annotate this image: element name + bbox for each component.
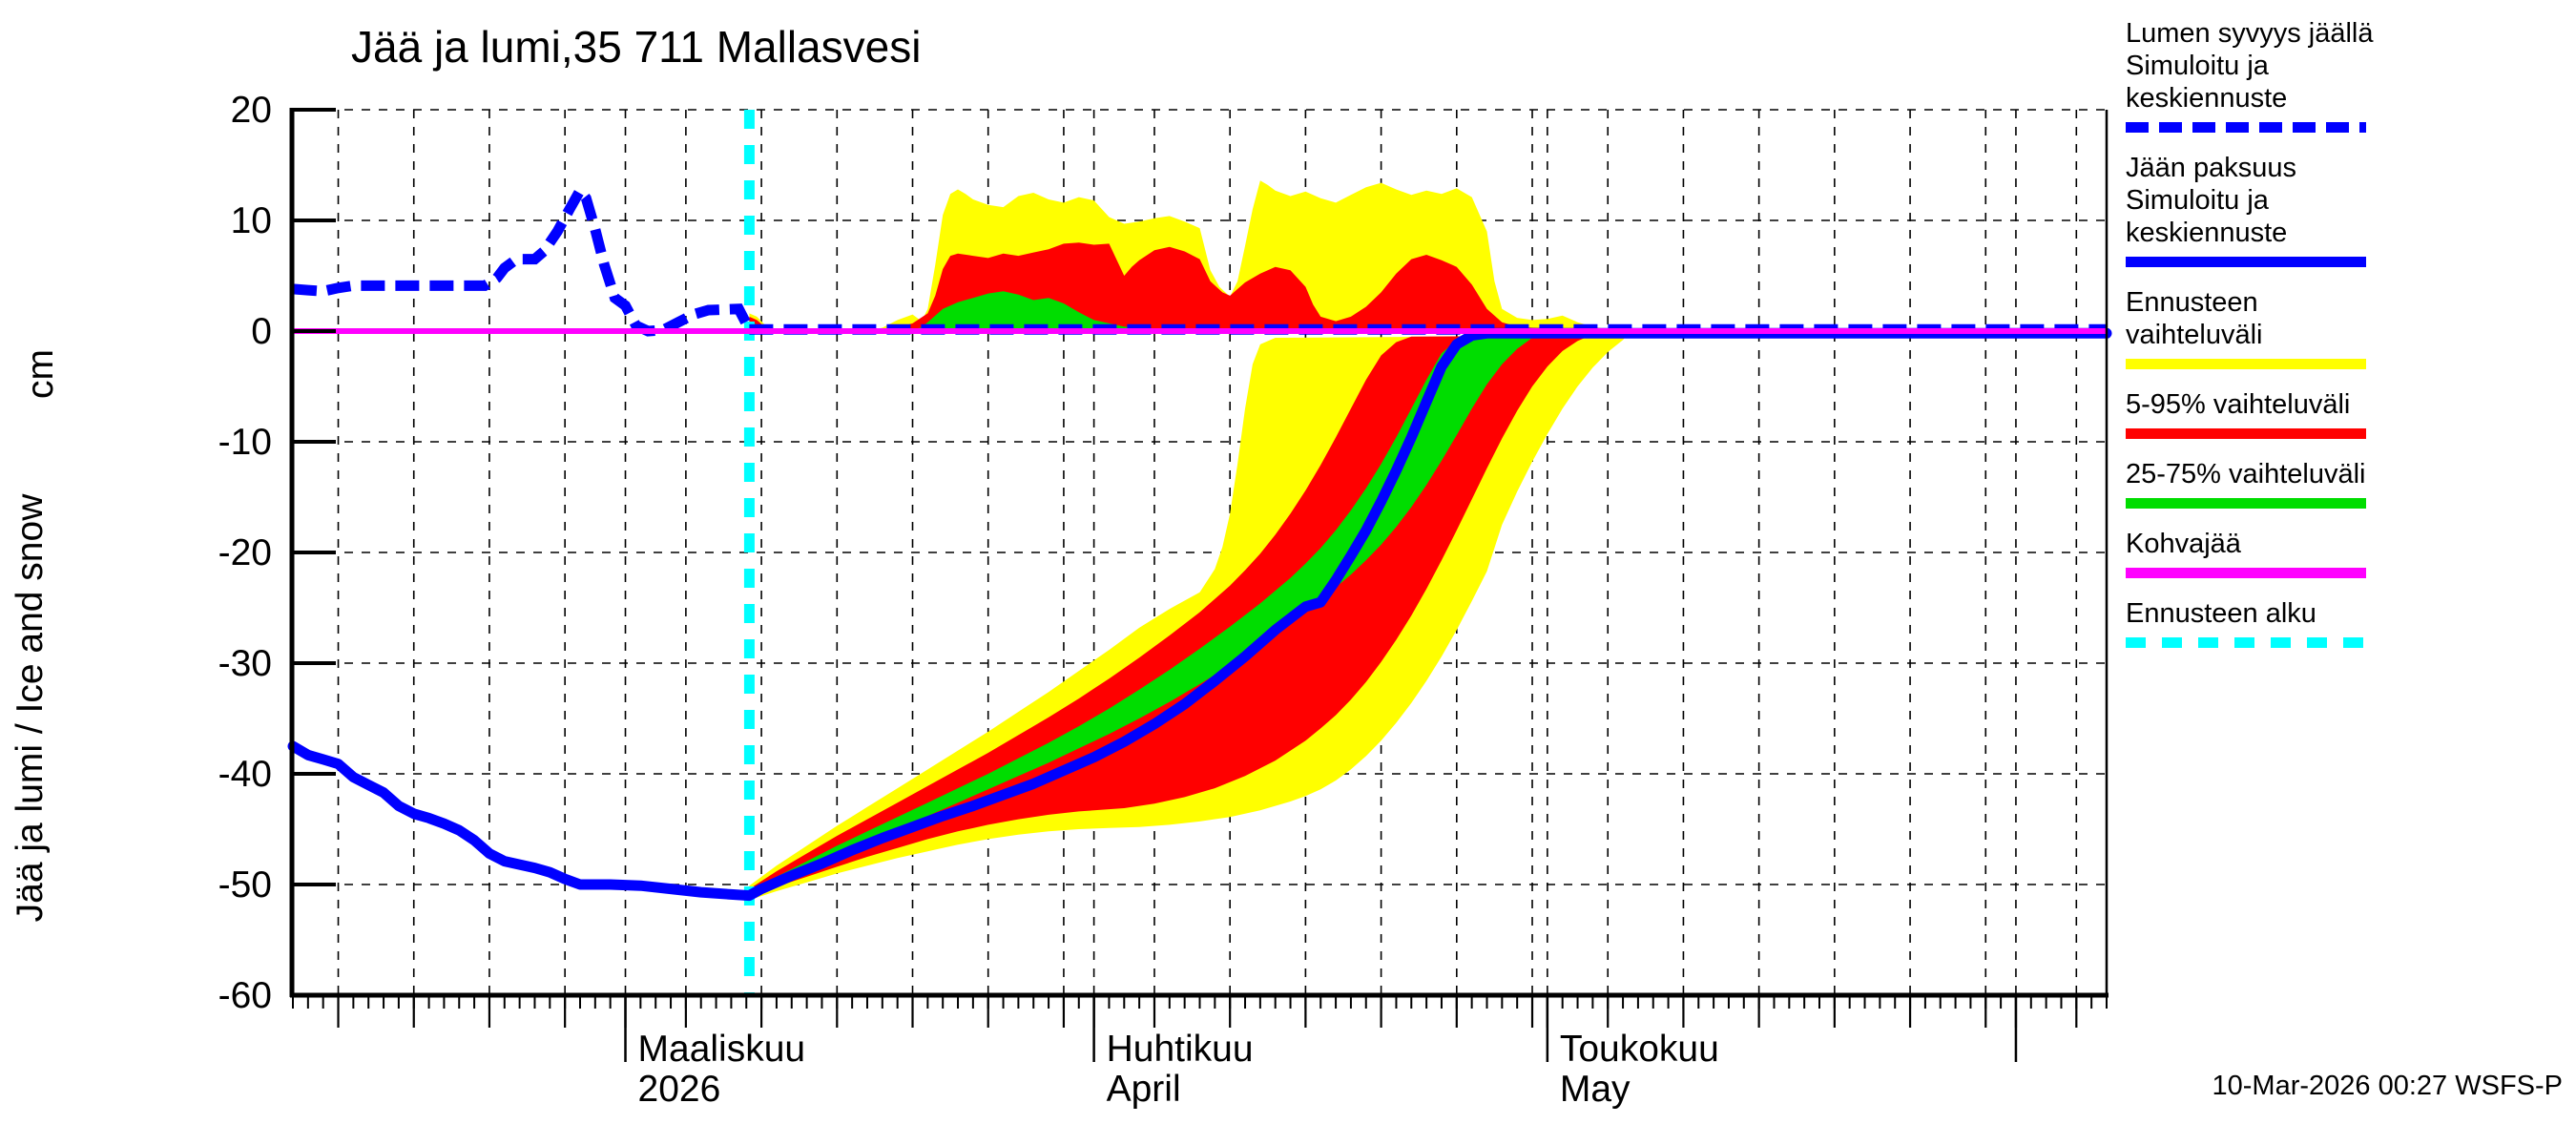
legend-item-label: 5-95% vaihteluväli xyxy=(2126,389,2351,420)
legend-item-label: Kohvajää xyxy=(2126,529,2241,559)
legend-swatch-yellow-solid xyxy=(2126,359,2366,369)
y-tick-label: -30 xyxy=(218,643,272,684)
legend-swatch-red-solid xyxy=(2126,428,2366,439)
legend-swatch-magenta-solid xyxy=(2126,568,2366,578)
y-tick-label: -20 xyxy=(218,532,272,573)
y-axis-unit-label: cm xyxy=(20,349,61,399)
legend-item: Ennusteen alku xyxy=(2126,597,2383,648)
legend-item-label: Ennusteen vaihteluväli xyxy=(2126,287,2263,350)
legend-item: 25-75% vaihteluväli xyxy=(2126,458,2383,509)
y-axis-label: Jää ja lumi / Ice and snow xyxy=(10,493,51,923)
legend-item-label: Simuloitu ja keskiennuste xyxy=(2126,51,2288,114)
legend-swatch-blue-solid xyxy=(2126,257,2366,267)
y-tick-label: -50 xyxy=(218,864,272,906)
band-ice_25_75_green xyxy=(749,331,1540,896)
month-sublabel: April xyxy=(1107,1069,1181,1110)
y-tick-label: -60 xyxy=(218,975,272,1016)
month-sublabel: 2026 xyxy=(638,1069,721,1110)
legend-item-label: Jään paksuus xyxy=(2126,153,2296,183)
legend-item: Jään paksuus Simuloitu ja keskiennuste xyxy=(2126,152,2383,267)
legend-item: 5-95% vaihteluväli xyxy=(2126,388,2383,439)
legend-item-label: 25-75% vaihteluväli xyxy=(2126,459,2366,489)
legend: Lumen syvyys jäällä Simuloitu ja keskienn… xyxy=(2126,17,2383,667)
y-tick-label: -40 xyxy=(218,754,272,795)
month-sublabel: May xyxy=(1560,1069,1631,1110)
legend-item-label: Ennusteen alku xyxy=(2126,598,2316,629)
ice-thickness-line xyxy=(287,327,2112,902)
chart-title: Jää ja lumi,35 711 Mallasvesi xyxy=(351,22,922,72)
month-label: Huhtikuu xyxy=(1107,1029,1254,1070)
y-tick-label: 10 xyxy=(231,200,272,241)
datestamp: 10-Mar-2026 00:27 WSFS-P xyxy=(2212,1071,2563,1101)
legend-item: Ennusteen vaihteluväli xyxy=(2126,286,2383,369)
legend-item-label: Lumen syvyys jäällä xyxy=(2126,18,2374,49)
legend-swatch-cyan-dashed xyxy=(2126,637,2366,648)
legend-swatch-green-solid xyxy=(2126,498,2366,509)
legend-item-label: Simuloitu ja keskiennuste xyxy=(2126,185,2288,248)
y-tick-label: 20 xyxy=(231,90,272,131)
snow-depth-line xyxy=(292,180,755,337)
month-label: Maaliskuu xyxy=(638,1029,806,1070)
y-tick-label: 0 xyxy=(251,311,272,352)
legend-item: Kohvajää xyxy=(2126,528,2383,578)
legend-item: Lumen syvyys jäällä Simuloitu ja keskienn… xyxy=(2126,17,2383,133)
legend-swatch-blue-dashed xyxy=(2126,122,2366,133)
month-label: Toukokuu xyxy=(1560,1029,1719,1070)
y-tick-label: -10 xyxy=(218,422,272,463)
band-snow_25_75_green xyxy=(749,291,1231,331)
